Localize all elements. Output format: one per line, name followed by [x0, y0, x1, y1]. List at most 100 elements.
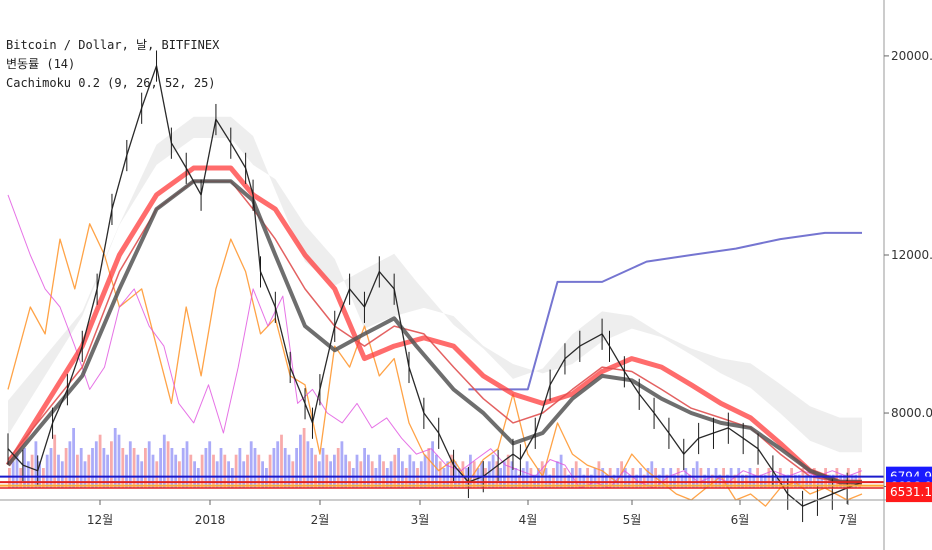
volume-bar	[204, 448, 208, 488]
volume-bar	[178, 461, 181, 488]
volume-bar	[537, 468, 540, 488]
volume-bar	[76, 454, 79, 488]
volume-bar	[19, 468, 23, 488]
y-tick-label: 8000.0	[891, 406, 932, 420]
chart-legend: Bitcoin / Dollar, 날, BITFINEX 변동률 (14) C…	[6, 36, 219, 93]
volume-bar	[801, 468, 805, 488]
volume-bar	[325, 454, 329, 488]
volume-bar	[378, 454, 382, 488]
volume-bar	[521, 468, 525, 488]
volume-bar	[110, 441, 113, 488]
volume-bar	[140, 461, 144, 488]
volume-bar	[72, 428, 75, 488]
volume-bar	[767, 468, 771, 488]
x-axis: 12월 2018 2월 3월 4월 5월 6월 7월	[87, 500, 858, 527]
volume-bar	[147, 441, 151, 488]
volume-bar	[586, 468, 589, 488]
volume-bar	[465, 468, 468, 488]
volume-bar	[480, 461, 484, 488]
volume-bar	[306, 441, 310, 488]
volume-bar	[185, 441, 189, 488]
volume-bar	[351, 468, 355, 488]
x-tick-label: 7월	[839, 513, 858, 527]
volume-bar	[506, 454, 510, 488]
volume-bar	[355, 454, 359, 488]
y-tick-label: 12000.0	[891, 248, 932, 262]
series-price	[7, 65, 863, 507]
price-lines	[0, 475, 884, 489]
volume-bar	[412, 461, 416, 488]
volume-bar	[623, 468, 627, 488]
price-badge-label: 6531.1	[890, 485, 932, 499]
ichimoku-cloud	[8, 116, 862, 453]
x-tick-label: 6월	[731, 513, 750, 527]
volume-bar	[261, 461, 264, 488]
volume-bar	[26, 461, 30, 488]
volume-bar	[280, 434, 283, 488]
volume-bar	[57, 454, 60, 488]
volume-bar	[348, 461, 351, 488]
volume-bar	[64, 448, 68, 488]
volume-bar	[227, 461, 230, 488]
volume-bar	[196, 468, 200, 488]
volume-bar	[38, 461, 41, 488]
volume-bar	[128, 441, 132, 488]
volume-bar	[367, 454, 370, 488]
volume-bar	[45, 454, 49, 488]
volume-bar	[91, 448, 94, 488]
cloud-area	[8, 116, 862, 453]
volume-bar	[321, 448, 325, 488]
volume-bar	[529, 468, 533, 488]
volume-bar	[510, 461, 514, 488]
volume-bar	[314, 454, 317, 488]
volume-bar	[102, 448, 106, 488]
volume-bar	[835, 468, 839, 488]
volume-bar	[756, 468, 759, 488]
volume-bar	[571, 468, 574, 488]
volume-bar	[499, 468, 502, 488]
volume-bar	[136, 454, 140, 488]
x-tick-label: 2018	[195, 513, 226, 527]
volume-bar	[382, 461, 385, 488]
volume-bar	[385, 468, 389, 488]
volume-bar	[144, 448, 147, 488]
volume-bar	[646, 468, 650, 488]
volume-bar	[317, 461, 321, 488]
volume-bar	[491, 454, 495, 488]
volume-bar	[552, 468, 555, 488]
volume-bar	[363, 448, 366, 488]
volume-bar	[631, 468, 635, 488]
volume-bar	[162, 434, 166, 488]
volume-bar	[684, 468, 688, 488]
volume-bar	[737, 468, 741, 488]
volume-bar	[94, 441, 98, 488]
volume-bar	[487, 461, 491, 488]
volume-bar	[593, 468, 597, 488]
volume-bar	[212, 454, 215, 488]
volume-bar	[563, 468, 567, 488]
volume-bar	[125, 454, 128, 488]
volume-bar	[669, 468, 673, 488]
volume-bar	[215, 461, 219, 488]
volume-bar	[401, 461, 404, 488]
volume-bar	[310, 448, 314, 488]
series-slow-ma	[6, 179, 862, 485]
volume-bar	[329, 461, 332, 488]
volume-bar	[393, 454, 397, 488]
x-tick-label: 5월	[623, 513, 642, 527]
volume-bar	[695, 461, 699, 488]
volume-bar	[340, 441, 344, 488]
volume-bar	[469, 454, 472, 488]
volume-bar	[242, 461, 246, 488]
volume-bar	[397, 448, 400, 488]
volume-bar	[404, 468, 408, 488]
volume-bar	[121, 448, 125, 488]
volume-bar	[53, 434, 57, 488]
volume-bar	[778, 468, 782, 488]
volume-bar	[68, 441, 72, 488]
x-tick-label: 12월	[87, 513, 113, 527]
volume-bar	[374, 468, 378, 488]
volume-bar	[559, 454, 563, 488]
volume-bar	[181, 448, 185, 488]
